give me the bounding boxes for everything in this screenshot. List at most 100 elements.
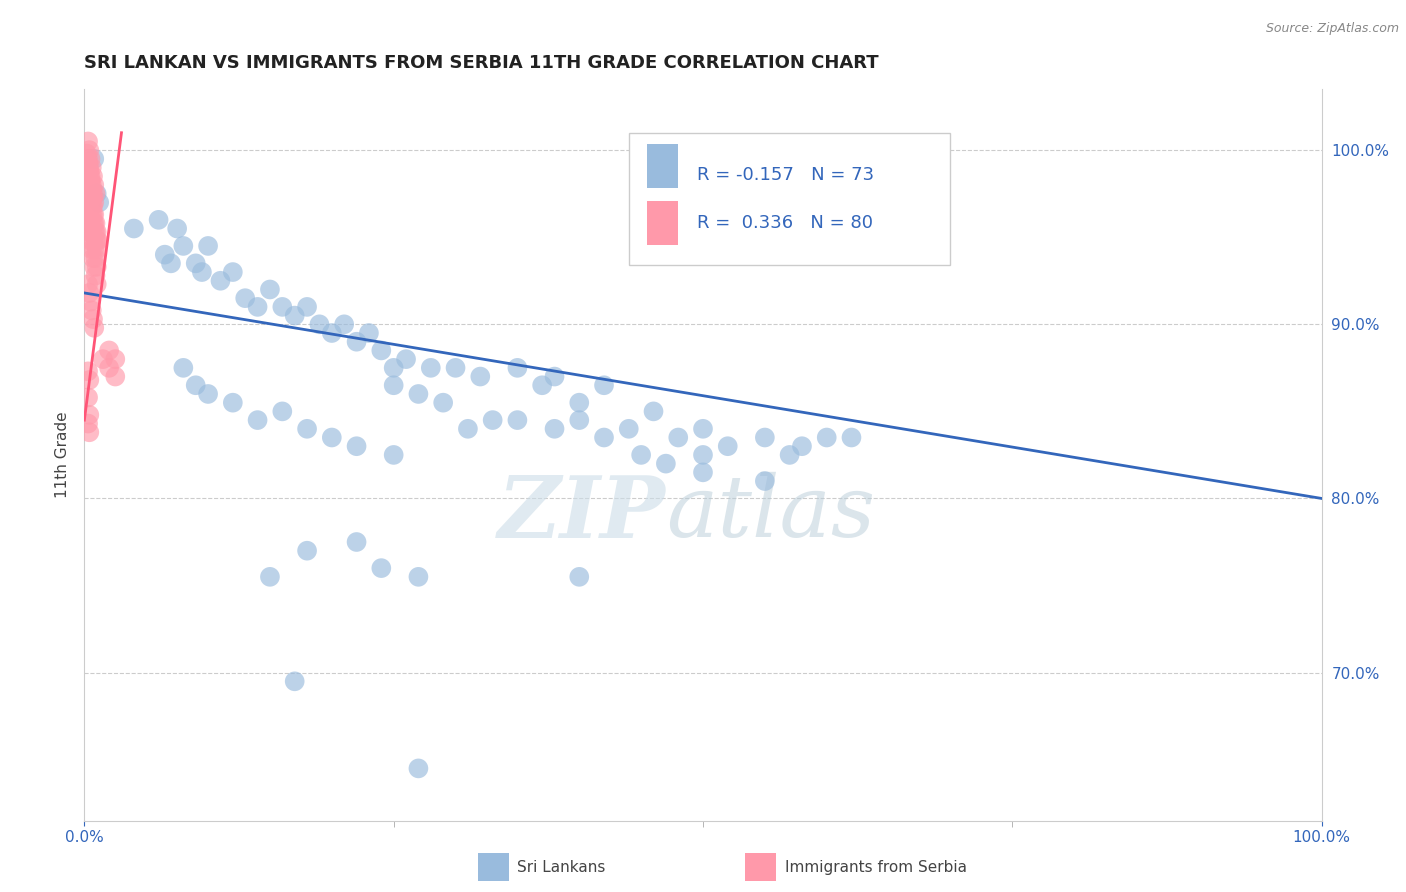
Point [79,234,101,248]
Point [617,422,640,436]
Point [197,239,219,253]
Point [295,543,318,558]
Point [79,181,101,195]
Point [122,221,145,235]
Point [77,164,100,178]
Point [841,430,863,444]
Point [80,178,103,192]
Point [222,265,245,279]
Point [82,208,104,222]
Point [86,186,108,201]
Point [419,360,441,375]
Point [346,439,368,453]
Point [82,251,104,265]
Point [82,199,104,213]
Bar [647,201,678,245]
Point [246,413,269,427]
Point [84,234,107,248]
Point [172,239,194,253]
Point [80,243,103,257]
Point [655,457,678,471]
Point [82,169,104,184]
Point [80,208,103,222]
Point [346,334,368,349]
Point [346,535,368,549]
Point [815,430,838,444]
Point [76,199,98,213]
Point [432,395,454,409]
Point [86,277,108,292]
Point [84,225,107,239]
Point [172,360,194,375]
Point [271,404,294,418]
Point [271,300,294,314]
Point [77,152,100,166]
Point [80,161,103,175]
Point [87,234,110,248]
Text: SRI LANKAN VS IMMIGRANTS FROM SERBIA 11TH GRADE CORRELATION CHART: SRI LANKAN VS IMMIGRANTS FROM SERBIA 11T… [84,54,879,72]
Point [79,161,101,175]
Point [104,369,127,384]
Bar [647,145,678,188]
Point [79,225,101,239]
Point [382,378,405,392]
Point [77,364,100,378]
Point [191,265,214,279]
Point [84,216,107,230]
Point [259,570,281,584]
Point [692,422,714,436]
Point [408,570,430,584]
Point [246,300,269,314]
Point [321,430,343,444]
Point [79,173,101,187]
Point [79,285,101,300]
Point [568,413,591,427]
Point [76,181,98,195]
Point [457,422,479,436]
Point [82,312,104,326]
Point [84,251,107,265]
Point [79,152,101,166]
Point [98,343,121,358]
Point [779,448,801,462]
Point [506,360,529,375]
Point [80,303,103,318]
Point [83,195,105,210]
Point [543,422,565,436]
Text: R = -0.157   N = 73: R = -0.157 N = 73 [697,166,875,185]
Text: Sri Lankans: Sri Lankans [517,860,606,874]
Point [568,395,591,409]
Point [408,387,430,401]
Point [444,360,467,375]
Point [295,422,318,436]
Point [692,448,714,462]
Point [284,309,307,323]
Point [79,181,101,195]
Point [568,570,591,584]
Point [79,408,101,422]
Point [83,243,105,257]
Point [86,234,108,248]
Point [259,283,281,297]
Text: R =  0.336   N = 80: R = 0.336 N = 80 [697,213,873,232]
Point [79,216,101,230]
Text: Immigrants from Serbia: Immigrants from Serbia [785,860,966,874]
Point [79,373,101,387]
Point [593,430,616,444]
Point [408,761,430,775]
Y-axis label: 11th Grade: 11th Grade [55,411,70,499]
Point [531,378,554,392]
Point [470,369,492,384]
Point [82,216,104,230]
Point [153,247,176,261]
Text: atlas: atlas [666,472,875,555]
Point [86,243,108,257]
Point [77,135,100,149]
Point [233,291,256,305]
Point [98,360,121,375]
Point [104,352,127,367]
Point [184,378,207,392]
Point [79,199,101,213]
Point [86,225,108,239]
Point [630,448,652,462]
